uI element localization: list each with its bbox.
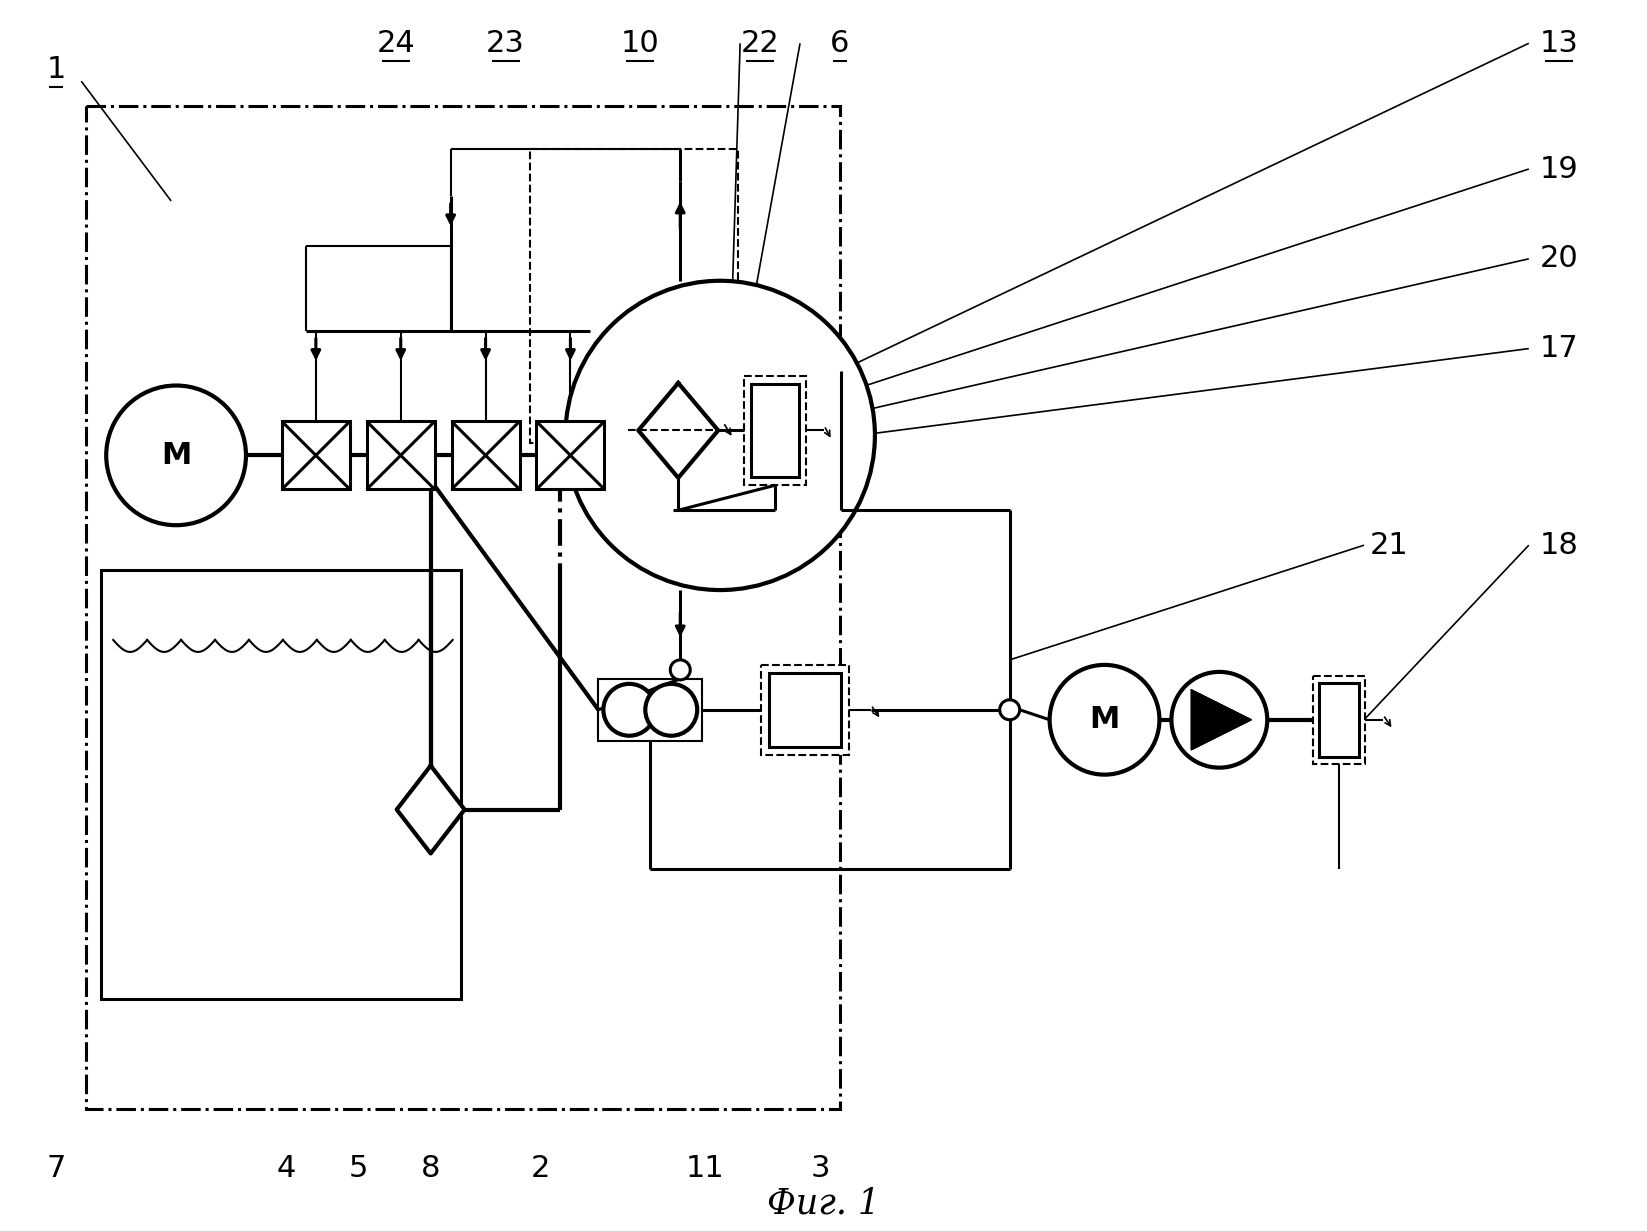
Bar	[367, 421, 435, 489]
Bar	[769, 673, 842, 747]
Text: 2: 2	[530, 1155, 550, 1183]
Text: М: М	[161, 441, 191, 470]
Text: 3: 3	[810, 1155, 830, 1183]
Bar	[744, 375, 805, 485]
Bar	[1313, 676, 1365, 763]
Text: 23: 23	[486, 28, 525, 58]
Circle shape	[565, 281, 875, 590]
Text: М: М	[1089, 705, 1120, 734]
Text: 20: 20	[1540, 244, 1578, 273]
Text: 13: 13	[1540, 28, 1578, 58]
Circle shape	[1171, 672, 1267, 768]
Text: 1: 1	[46, 54, 66, 84]
Bar	[100, 570, 461, 1000]
Bar	[282, 421, 349, 489]
Circle shape	[1000, 699, 1019, 720]
Bar	[598, 678, 702, 741]
Bar	[530, 149, 738, 443]
Bar	[761, 665, 848, 755]
Bar	[86, 106, 840, 1109]
Text: 7: 7	[46, 1155, 66, 1183]
Text: 6: 6	[830, 28, 850, 58]
Text: Фиг. 1: Фиг. 1	[766, 1187, 879, 1221]
Text: 8: 8	[422, 1155, 440, 1183]
Bar	[751, 384, 799, 478]
Circle shape	[646, 684, 697, 736]
Text: 24: 24	[377, 28, 415, 58]
Bar	[1319, 683, 1359, 757]
Circle shape	[603, 684, 656, 736]
Text: 11: 11	[685, 1155, 725, 1183]
Bar	[451, 421, 519, 489]
Bar	[537, 421, 604, 489]
Text: 4: 4	[277, 1155, 295, 1183]
Text: 21: 21	[1370, 531, 1408, 560]
Circle shape	[1049, 665, 1159, 774]
Text: 19: 19	[1540, 155, 1578, 183]
Text: 10: 10	[621, 28, 660, 58]
Text: 22: 22	[741, 28, 779, 58]
Text: 18: 18	[1540, 531, 1578, 560]
Circle shape	[105, 385, 245, 526]
Text: 5: 5	[349, 1155, 369, 1183]
Polygon shape	[639, 383, 718, 478]
Polygon shape	[397, 766, 464, 853]
Circle shape	[670, 660, 690, 680]
Text: 17: 17	[1540, 334, 1578, 363]
Polygon shape	[1191, 689, 1252, 750]
